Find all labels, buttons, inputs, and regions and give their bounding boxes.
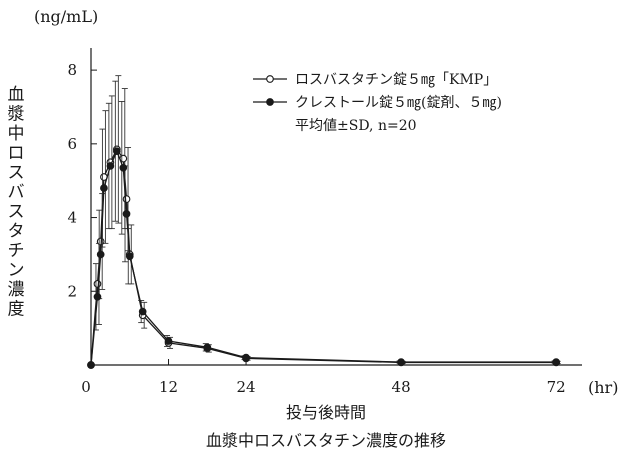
y-axis-label-char: ス [8, 163, 25, 183]
series-layer [87, 75, 561, 369]
y-axis-label-char: タ [8, 222, 25, 242]
legend-entry: クレストール錠５㎎(錠剤、５㎎) [295, 95, 502, 111]
axes [90, 48, 582, 366]
filled-circle-point [203, 343, 212, 352]
filled-circle-point [112, 147, 121, 156]
y-axis-label-char: バ [8, 183, 25, 203]
legend: ロスバスタチン錠５㎎「KMP」クレストール錠５㎎(錠剤、５㎎) 平均値±SD, n… [253, 72, 502, 134]
filled-circle-point [164, 337, 173, 345]
y-axis-label-char: チ [8, 241, 25, 261]
filled-circle-point [122, 210, 131, 218]
y-tick-label: 8 [67, 61, 77, 79]
y-tick-label: 6 [67, 135, 77, 153]
y-axis-label-char: ン [8, 261, 25, 281]
filled-circle-point [119, 163, 128, 172]
filled-circle-point [552, 358, 561, 366]
y-axis-label-char: 度 [8, 300, 25, 320]
filled-circle-point [397, 358, 405, 366]
series-2 [87, 80, 561, 369]
series-line [90, 149, 557, 366]
y-axis-label: 血漿中ロスバスタチン濃度 [8, 85, 25, 320]
y-axis-label-char: ス [8, 202, 25, 222]
y-tick-label: 4 [67, 209, 77, 227]
filled-circle-point [100, 184, 108, 192]
y-axis-label-char: 中 [8, 124, 25, 144]
x-tick-label: 24 [237, 378, 256, 396]
filled-circle-point [93, 292, 102, 301]
y-axis-label-char: 漿 [8, 105, 25, 125]
filled-circle-point [125, 252, 134, 261]
x-tick-label: 0 [81, 378, 91, 396]
filled-circle-point [96, 250, 105, 259]
x-tick-label: 48 [392, 378, 411, 396]
legend-note: 平均値±SD, n=20 [295, 118, 417, 134]
legend-filled-circle [266, 98, 274, 106]
x-tick-label: 12 [159, 378, 178, 396]
legend-entry: ロスバスタチン錠５㎎「KMP」 [295, 72, 497, 88]
y-tick-label: 2 [67, 282, 77, 300]
y-axis-label-char: 濃 [8, 280, 25, 300]
x-tick-label: 72 [547, 378, 566, 396]
y-axis-label-char: ロ [8, 144, 25, 164]
legend-open-circle [266, 75, 274, 83]
y-axis-unit: (ng/mL) [34, 7, 98, 26]
open-circle-point [93, 280, 102, 288]
open-circle-point [122, 195, 131, 203]
y-axis-label-char: 血 [8, 85, 25, 105]
filled-circle-point [242, 353, 250, 362]
filled-circle-point [138, 307, 147, 316]
x-axis-unit: (hr) [588, 378, 618, 397]
chart-title: 血漿中ロスバスタチン濃度の推移 [206, 431, 446, 450]
filled-circle-point [106, 162, 115, 170]
filled-circle-point [87, 361, 95, 369]
x-axis-label: 投与後時間 [286, 403, 366, 422]
